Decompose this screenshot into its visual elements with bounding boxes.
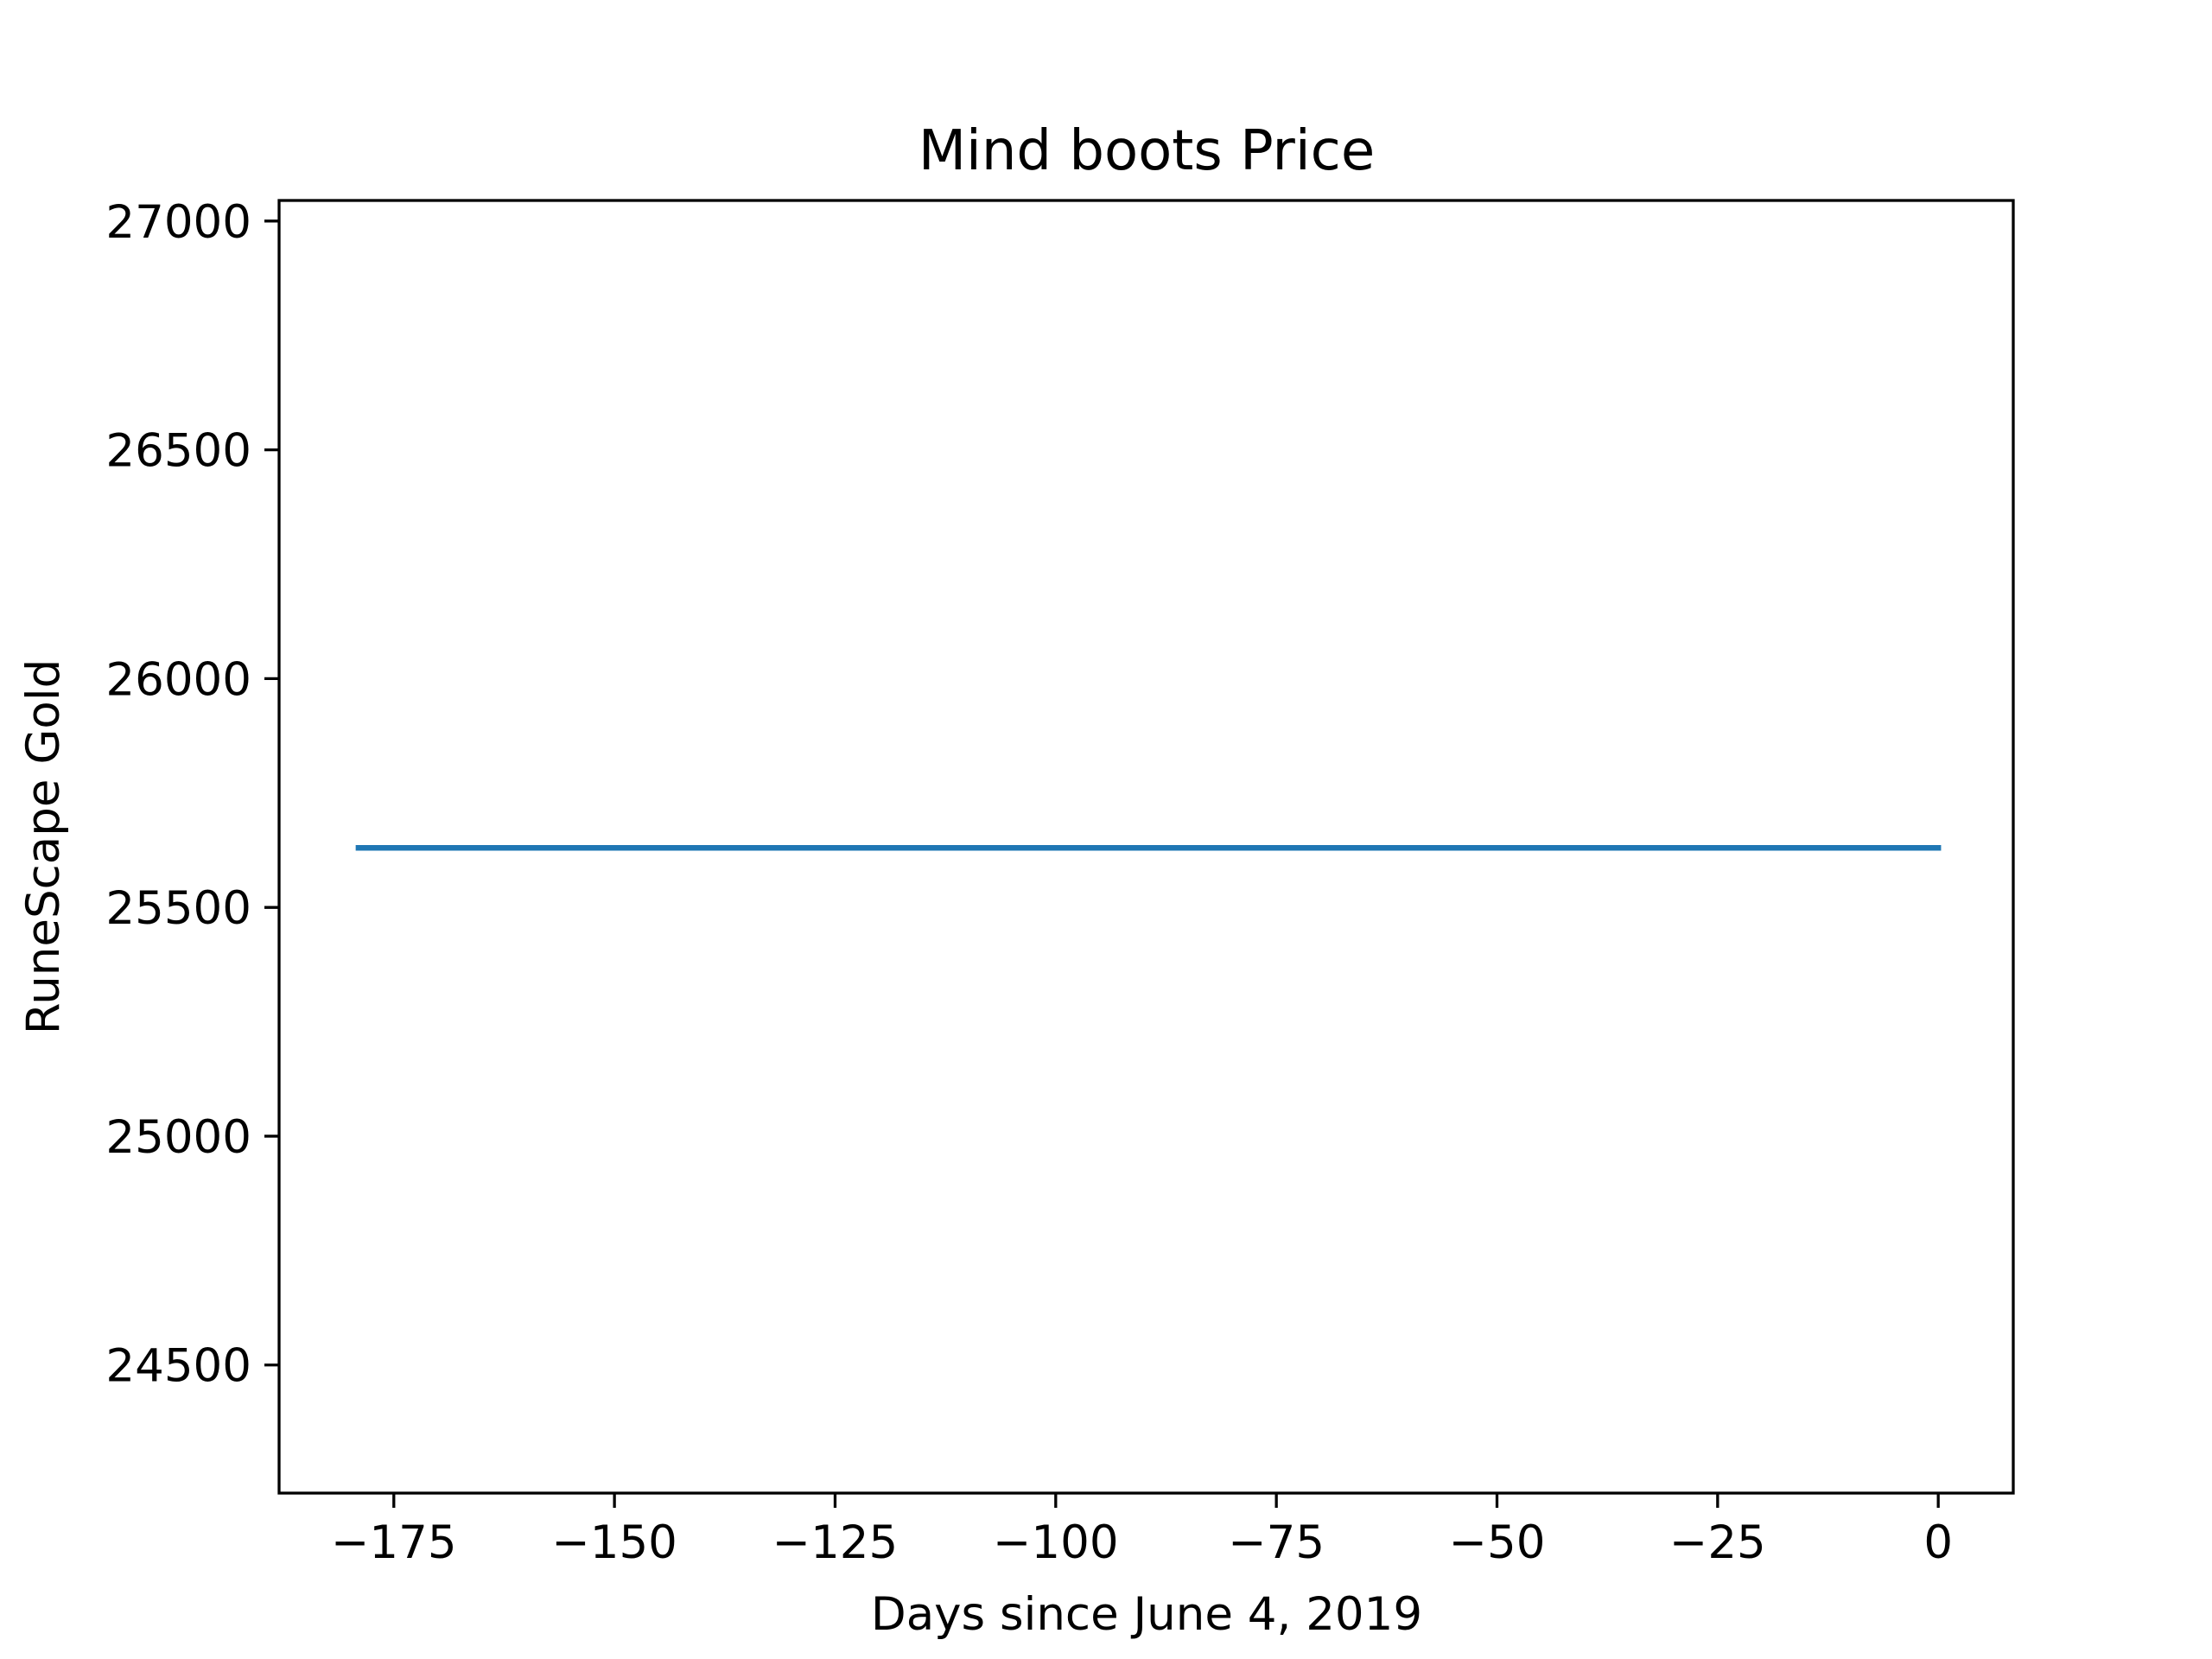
y-axis-label: RuneScape Gold	[17, 659, 70, 1034]
x-tick-label: −175	[331, 1516, 457, 1569]
y-tick-label: 27000	[105, 196, 251, 249]
plot-frame	[277, 199, 2015, 1495]
y-tick-label: 25000	[105, 1111, 251, 1164]
x-tick-label: 0	[1923, 1516, 1953, 1569]
x-tick-label: −125	[772, 1516, 899, 1569]
x-tick-label: −75	[1228, 1516, 1325, 1569]
y-tick-label: 25500	[105, 882, 251, 935]
y-tick-label: 26500	[105, 425, 251, 478]
x-axis-label: Days since June 4, 2019	[871, 1588, 1422, 1641]
x-tick-label: −150	[551, 1516, 677, 1569]
y-tick-label: 26000	[105, 653, 251, 706]
y-tick-label: 24500	[105, 1340, 251, 1393]
chart-title: Mind boots Price	[918, 119, 1375, 183]
x-tick-label: −50	[1449, 1516, 1546, 1569]
y-axis: 24500 25000 25500 26000 26500 27000	[105, 196, 279, 1393]
x-tick-label: −25	[1669, 1516, 1766, 1569]
x-axis: −175 −150 −125 −100 −75 −50 −25 0	[331, 1493, 1953, 1569]
x-tick-label: −100	[993, 1516, 1119, 1569]
